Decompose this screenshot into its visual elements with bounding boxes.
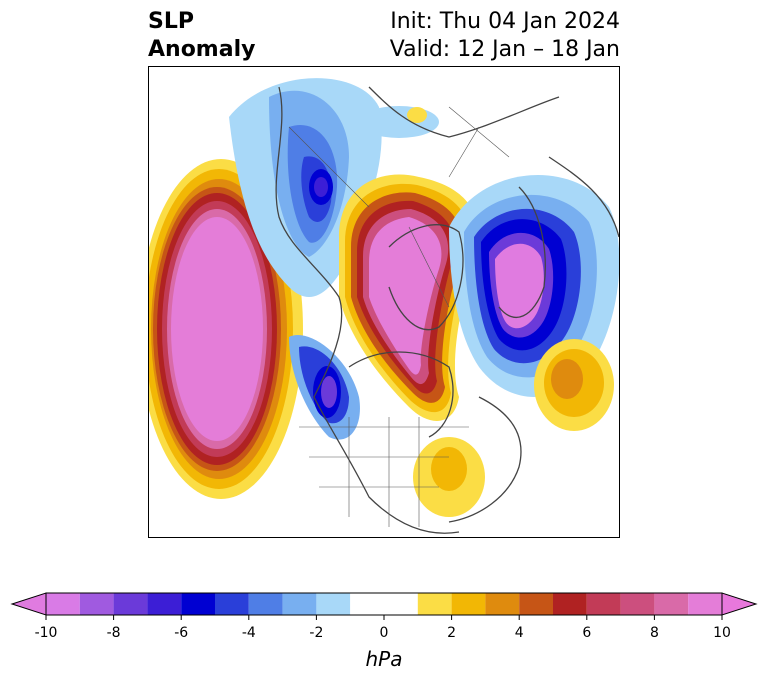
colorbar-tick-label: -2	[309, 625, 323, 641]
colorbar-segment	[282, 593, 317, 615]
atlantic-low-anomaly	[449, 175, 619, 397]
colorbar-tick-label: 4	[515, 625, 524, 641]
coastlines	[275, 86, 619, 534]
colorbar-segment	[485, 593, 520, 615]
west-atlantic-high-anomaly	[413, 437, 485, 517]
map-title-right: Init: Thu 04 Jan 2024 Valid: 12 Jan – 18…	[390, 8, 620, 64]
west-coast-low-anomaly	[289, 335, 360, 440]
colorbar-segment	[586, 593, 621, 615]
title-valid-range: Valid: 12 Jan – 18 Jan	[389, 37, 620, 62]
colorbar-segment	[181, 593, 215, 615]
colorbar: -10 -8 -6 -4 -2 0 2 4 6 8 10 hPa	[10, 592, 758, 671]
title-variable-sub: Anomaly	[148, 37, 256, 62]
colorbar-tick-label: 0	[380, 625, 389, 641]
colorbar-ticks: -10 -8 -6 -4 -2 0 2 4 6 8 10	[35, 615, 731, 641]
colorbar-tick-label: -10	[35, 625, 58, 641]
colorbar-segment	[519, 593, 553, 615]
map-panel	[148, 66, 620, 538]
colorbar-segment	[654, 593, 689, 615]
colorbar-segment	[316, 593, 351, 615]
colorbar-segment	[113, 593, 148, 615]
colorbar-segment	[248, 593, 283, 615]
colorbar-segment	[215, 593, 249, 615]
colorbar-segments	[10, 592, 758, 616]
colorbar-tick-label: 10	[713, 625, 731, 641]
colorbar-unit-label: hPa	[366, 647, 403, 671]
colorbar-segment	[688, 593, 722, 615]
colorbar-segment	[451, 593, 486, 615]
pacific-high-anomaly	[149, 159, 303, 499]
title-variable: SLP	[148, 9, 194, 34]
colorbar-segment	[79, 593, 114, 615]
colorbar-segment	[350, 593, 418, 615]
colorbar-tick-label: 6	[582, 625, 591, 641]
title-init-date: Init: Thu 04 Jan 2024	[390, 9, 620, 34]
colorbar-tick-label: -8	[107, 625, 121, 641]
colorbar-extend-over	[721, 592, 758, 616]
colorbar-segment	[620, 593, 655, 615]
europe-low-anomaly	[359, 106, 439, 138]
colorbar-tick-label: 2	[447, 625, 456, 641]
arctic-high-anomaly	[339, 174, 479, 421]
colorbar-segment	[553, 593, 587, 615]
colorbar-segment	[46, 593, 80, 615]
mid-atlantic-high-anomaly	[534, 339, 614, 431]
map-title-left: SLP Anomaly	[148, 8, 255, 64]
slp-anomaly-map	[149, 78, 619, 534]
colorbar-tick-label: -6	[174, 625, 188, 641]
political-borders	[288, 106, 510, 527]
colorbar-extend-under	[10, 592, 47, 616]
colorbar-segment	[147, 593, 182, 615]
colorbar-segment	[417, 593, 452, 615]
colorbar-tick-label: -4	[242, 625, 256, 641]
colorbar-tick-label: 8	[650, 625, 659, 641]
